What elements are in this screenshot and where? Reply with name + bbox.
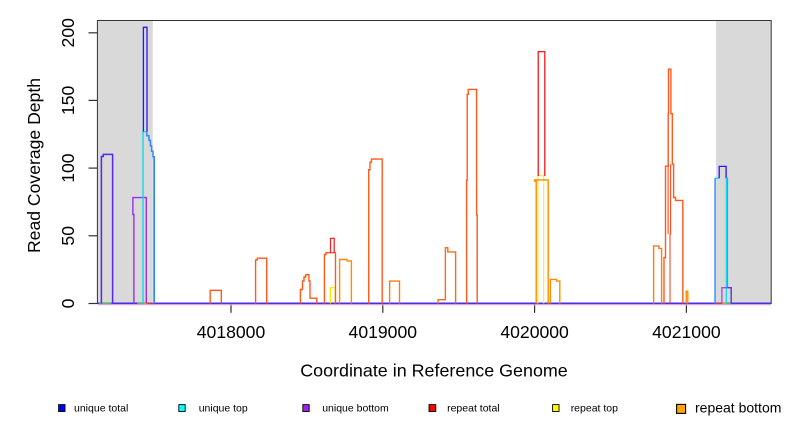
svg-text:4019000: 4019000: [349, 322, 418, 342]
svg-text:Coordinate in Reference Genome: Coordinate in Reference Genome: [300, 361, 568, 381]
svg-text:100: 100: [58, 153, 78, 183]
svg-text:4020000: 4020000: [500, 322, 569, 342]
svg-text:Read Coverage Depth: Read Coverage Depth: [24, 78, 44, 253]
svg-text:repeat total: repeat total: [447, 402, 500, 414]
svg-text:50: 50: [58, 226, 78, 246]
svg-text:unique bottom: unique bottom: [322, 402, 389, 414]
svg-text:0: 0: [58, 298, 78, 308]
svg-text:4018000: 4018000: [197, 322, 266, 342]
svg-text:unique total: unique total: [74, 402, 128, 414]
svg-text:150: 150: [58, 86, 78, 116]
svg-text:repeat bottom: repeat bottom: [695, 400, 781, 416]
svg-text:repeat top: repeat top: [571, 402, 618, 414]
svg-text:200: 200: [58, 18, 78, 48]
svg-text:unique top: unique top: [199, 402, 248, 414]
svg-text:4021000: 4021000: [652, 322, 721, 342]
